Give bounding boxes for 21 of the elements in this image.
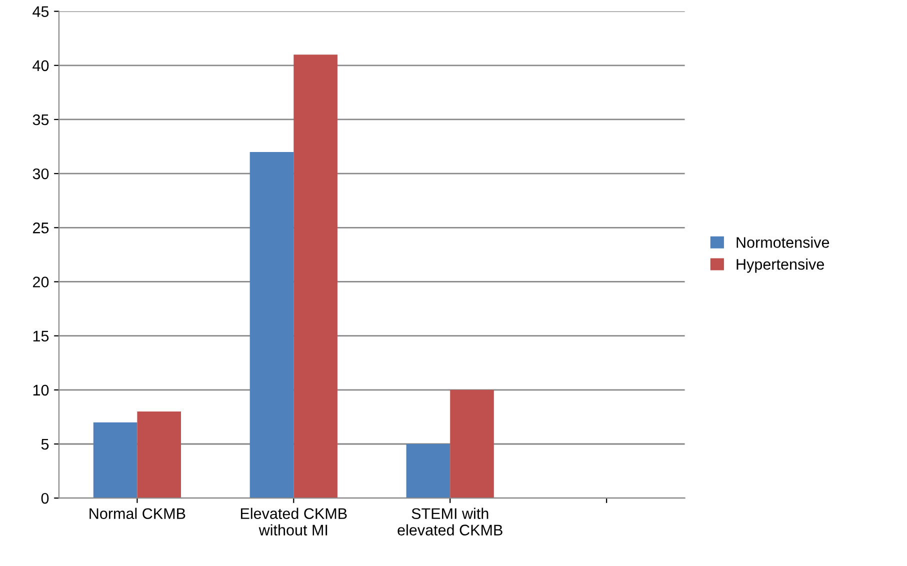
- x-tick-label: Normal CKMB: [90, 508, 186, 520]
- legend-label: Normotensive: [736, 236, 830, 248]
- y-tick-label: 40: [32, 60, 49, 72]
- x-tick-label: Elevated CKMB without MI: [240, 508, 347, 536]
- y-tick-label: 25: [33, 222, 49, 234]
- y-tick-label: 35: [32, 114, 49, 126]
- y-tick-label: 0: [41, 492, 49, 504]
- y-tick-label: 15: [33, 330, 49, 342]
- bar: [406, 444, 450, 498]
- y-tick-label: 45: [32, 6, 49, 18]
- bar: [137, 412, 181, 498]
- x-tick-label: STEMI with elevated CKMB: [398, 508, 502, 536]
- y-tick-label: 20: [33, 276, 49, 288]
- bar: [294, 54, 338, 498]
- y-tick-label: 10: [33, 384, 49, 396]
- y-tick-label: 30: [32, 168, 49, 180]
- bar: [450, 390, 494, 498]
- bar: [93, 422, 138, 498]
- legend-label: Hypertensive: [736, 258, 824, 273]
- bar: [250, 152, 294, 498]
- y-tick-label: 5: [41, 439, 49, 450]
